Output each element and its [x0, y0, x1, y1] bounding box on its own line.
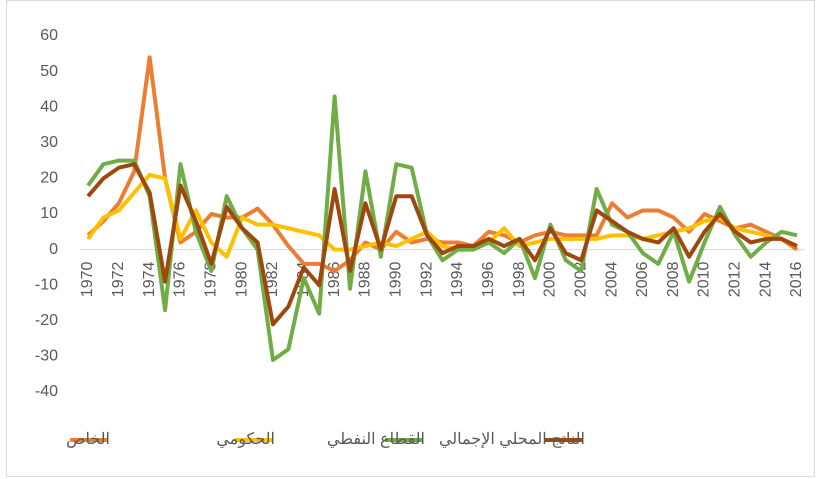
x-tick-label: 1988 [357, 261, 374, 297]
series-line [86, 55, 799, 273]
y-tick-label: 60 [40, 27, 58, 44]
x-tick-label: 1974 [141, 261, 158, 297]
legend-label: الخاص [66, 431, 110, 448]
x-tick-label: 2008 [665, 261, 682, 297]
legend-label: الحكومي [216, 431, 275, 448]
x-tick-label: 2006 [634, 261, 651, 297]
series-line [86, 162, 798, 327]
y-tick-label: 0 [49, 241, 58, 258]
x-tick-label: 2016 [788, 261, 805, 297]
x-tick-label: 2004 [603, 261, 620, 297]
x-tick-label: 2000 [542, 261, 559, 297]
legend-label: الناتج المحلي الإجمالي [439, 431, 585, 448]
y-tick-label: 40 [40, 98, 58, 115]
x-tick-label: 1976 [172, 261, 189, 297]
y-tick-label: -40 [35, 383, 58, 400]
y-tick-label: 50 [40, 63, 58, 80]
x-tick-label: 1992 [418, 261, 435, 297]
legend-label: القطاع النفطي [327, 431, 425, 448]
x-tick-label: 1980 [233, 261, 250, 297]
y-tick-label: -30 [35, 348, 58, 365]
x-tick-label: 1978 [203, 261, 220, 297]
y-tick-label: 10 [40, 205, 58, 222]
x-tick-label: 2014 [757, 261, 774, 297]
x-tick-label: 1994 [449, 261, 466, 297]
y-tick-label: -20 [35, 312, 58, 329]
y-tick-label: 20 [40, 170, 58, 187]
x-tick-label: 1998 [511, 261, 528, 297]
series-line [86, 172, 798, 259]
y-tick-label: -10 [35, 276, 58, 293]
x-tick-label: 2012 [727, 261, 744, 297]
y-tick-label: 30 [40, 134, 58, 151]
x-tick-label: 1996 [480, 261, 497, 297]
x-tick-label: 1972 [110, 261, 127, 297]
x-tick-label: 2010 [696, 261, 713, 297]
x-tick-label: 1990 [387, 261, 404, 297]
x-tick-label: 1982 [264, 261, 281, 297]
x-tick-label: 1970 [79, 261, 96, 297]
series-line [86, 94, 798, 362]
x-tick-label: 2002 [572, 261, 589, 297]
